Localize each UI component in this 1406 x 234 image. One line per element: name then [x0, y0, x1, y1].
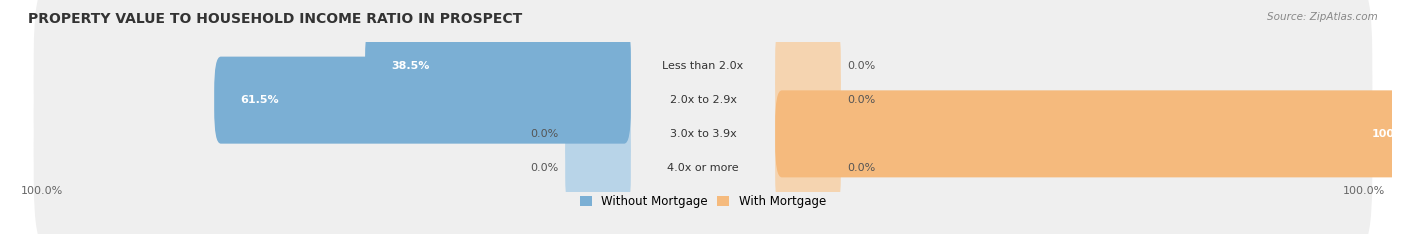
Text: Source: ZipAtlas.com: Source: ZipAtlas.com — [1267, 12, 1378, 22]
FancyBboxPatch shape — [214, 57, 631, 144]
FancyBboxPatch shape — [34, 54, 1372, 214]
FancyBboxPatch shape — [34, 20, 1372, 180]
Text: 0.0%: 0.0% — [530, 163, 558, 173]
FancyBboxPatch shape — [775, 90, 1406, 177]
Text: Less than 2.0x: Less than 2.0x — [662, 61, 744, 71]
FancyBboxPatch shape — [565, 124, 631, 211]
Text: 0.0%: 0.0% — [848, 163, 876, 173]
Text: 0.0%: 0.0% — [848, 61, 876, 71]
FancyBboxPatch shape — [34, 0, 1372, 147]
Text: 100.0%: 100.0% — [1343, 186, 1385, 196]
Legend: Without Mortgage, With Mortgage: Without Mortgage, With Mortgage — [575, 190, 831, 213]
FancyBboxPatch shape — [34, 87, 1372, 234]
Text: 0.0%: 0.0% — [848, 95, 876, 105]
Text: 3.0x to 3.9x: 3.0x to 3.9x — [669, 129, 737, 139]
Text: PROPERTY VALUE TO HOUSEHOLD INCOME RATIO IN PROSPECT: PROPERTY VALUE TO HOUSEHOLD INCOME RATIO… — [28, 12, 523, 26]
Text: 2.0x to 2.9x: 2.0x to 2.9x — [669, 95, 737, 105]
Text: 100.0%: 100.0% — [1372, 129, 1406, 139]
Text: 0.0%: 0.0% — [530, 129, 558, 139]
FancyBboxPatch shape — [565, 57, 631, 144]
Text: 38.5%: 38.5% — [391, 61, 430, 71]
FancyBboxPatch shape — [565, 23, 631, 110]
FancyBboxPatch shape — [775, 57, 841, 144]
Text: 100.0%: 100.0% — [21, 186, 63, 196]
FancyBboxPatch shape — [775, 124, 841, 211]
Text: 4.0x or more: 4.0x or more — [668, 163, 738, 173]
FancyBboxPatch shape — [775, 23, 841, 110]
FancyBboxPatch shape — [366, 23, 631, 110]
FancyBboxPatch shape — [565, 90, 631, 177]
Text: 61.5%: 61.5% — [240, 95, 278, 105]
FancyBboxPatch shape — [775, 90, 841, 177]
